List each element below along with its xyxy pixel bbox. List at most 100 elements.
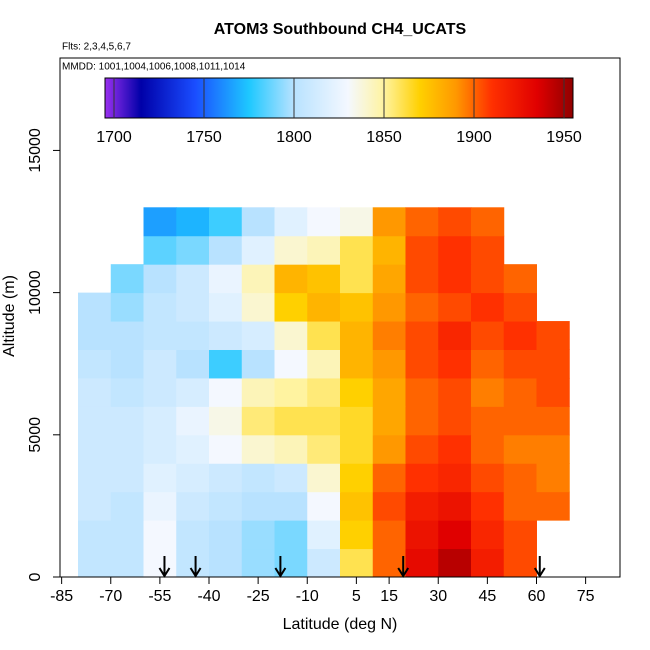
heat-cell	[470, 292, 505, 322]
heat-cell	[405, 377, 439, 407]
heat-cell	[209, 406, 243, 436]
heat-cell	[209, 264, 243, 294]
heat-cell	[536, 434, 570, 464]
heat-cell	[307, 235, 341, 265]
heat-cell	[274, 321, 308, 350]
heat-cell	[274, 207, 308, 237]
colorbar-tick-label: 1800	[276, 129, 312, 146]
heat-cell	[176, 292, 210, 322]
heat-cell	[274, 235, 308, 265]
x-tick-label: 15	[380, 588, 398, 605]
heat-cell	[438, 264, 472, 294]
profile-arrow-head	[189, 567, 202, 578]
heat-cell	[307, 463, 341, 493]
heat-cell	[405, 548, 439, 578]
heat-cell	[78, 434, 112, 464]
heat-cell	[307, 321, 341, 350]
heat-cell	[274, 292, 308, 322]
heat-cell	[405, 463, 439, 493]
heat-cell	[340, 406, 374, 436]
heat-cell	[405, 235, 439, 265]
heat-cell	[536, 321, 570, 350]
heat-cell	[274, 349, 308, 379]
annotation: MMDD: 1001,1004,1006,1008,1011,1014	[62, 62, 246, 73]
heat-cell	[372, 207, 406, 237]
x-tick-label: -40	[197, 588, 220, 605]
heat-cell	[438, 434, 472, 464]
heat-cell	[110, 548, 145, 578]
heat-cell	[536, 377, 570, 407]
colorbar-tick-label: 1750	[186, 129, 222, 146]
heat-cell	[78, 292, 112, 322]
heat-cell	[209, 235, 243, 265]
heat-cell	[143, 548, 177, 578]
heat-cell	[209, 207, 243, 237]
heat-cell	[470, 264, 505, 294]
heat-cell	[78, 406, 112, 436]
heat-cell	[438, 520, 472, 550]
heat-cell	[110, 463, 145, 493]
heat-cell	[241, 349, 276, 379]
x-tick-label: -10	[296, 588, 319, 605]
heat-cell	[372, 377, 406, 407]
overlay: -85 -70 -55 -40 -25 -10 5 15 30 45 60 75 0 5000 10000 1…	[27, 57, 621, 605]
heat-cell	[274, 264, 308, 294]
heat-cell	[405, 491, 439, 521]
colorbar-tick-label: 1850	[366, 129, 402, 146]
heat-cell	[307, 377, 341, 407]
heat-cell	[307, 548, 341, 578]
heat-cell	[438, 463, 472, 493]
heat-cell	[143, 321, 177, 350]
profile-arrow-head	[274, 567, 287, 578]
heat-cell	[405, 434, 439, 464]
heat-cell	[470, 434, 505, 464]
heat-cell	[274, 520, 308, 550]
heat-cell	[470, 207, 505, 237]
x-tick-label: -25	[247, 588, 270, 605]
heat-cell	[405, 321, 439, 350]
heat-cell	[340, 463, 374, 493]
heat-cell	[143, 235, 177, 265]
heat-cell	[209, 377, 243, 407]
heat-cell	[438, 377, 472, 407]
heat-cell	[143, 377, 177, 407]
heat-cell	[372, 349, 406, 379]
heat-cell	[503, 434, 537, 464]
heat-cell	[241, 491, 276, 521]
heat-cell	[438, 491, 472, 521]
heat-cell	[241, 377, 276, 407]
heat-cell	[110, 321, 145, 350]
heat-cell	[307, 406, 341, 436]
heat-cell	[536, 349, 570, 379]
x-axis-label: Latitude (deg N)	[283, 616, 398, 633]
heatmap	[78, 207, 570, 578]
heat-cell	[536, 406, 570, 436]
heat-cell	[176, 321, 210, 350]
heat-cell	[405, 207, 439, 237]
x-tick-label: 45	[478, 588, 496, 605]
heat-cell	[503, 377, 537, 407]
profile-arrow-head	[158, 567, 171, 578]
heat-cell	[470, 463, 505, 493]
heat-cell	[340, 434, 374, 464]
heat-cell	[307, 207, 341, 237]
heat-cell	[110, 292, 145, 322]
heat-cell	[307, 292, 341, 322]
heat-cell	[209, 491, 243, 521]
heat-cell	[470, 406, 505, 436]
heat-cell	[209, 321, 243, 350]
heat-cell	[372, 235, 406, 265]
heat-cell	[110, 406, 145, 436]
x-tick-label: 30	[429, 588, 447, 605]
heat-cell	[143, 463, 177, 493]
y-tick-label: 15000	[27, 128, 44, 173]
heat-cell	[438, 406, 472, 436]
heat-cell	[78, 548, 112, 578]
heat-cell	[143, 520, 177, 550]
heat-cell	[536, 491, 570, 521]
x-tick-label: 60	[528, 588, 546, 605]
profile-arrow-head	[397, 567, 410, 578]
heat-cell	[503, 321, 537, 350]
heat-cell	[143, 292, 177, 322]
